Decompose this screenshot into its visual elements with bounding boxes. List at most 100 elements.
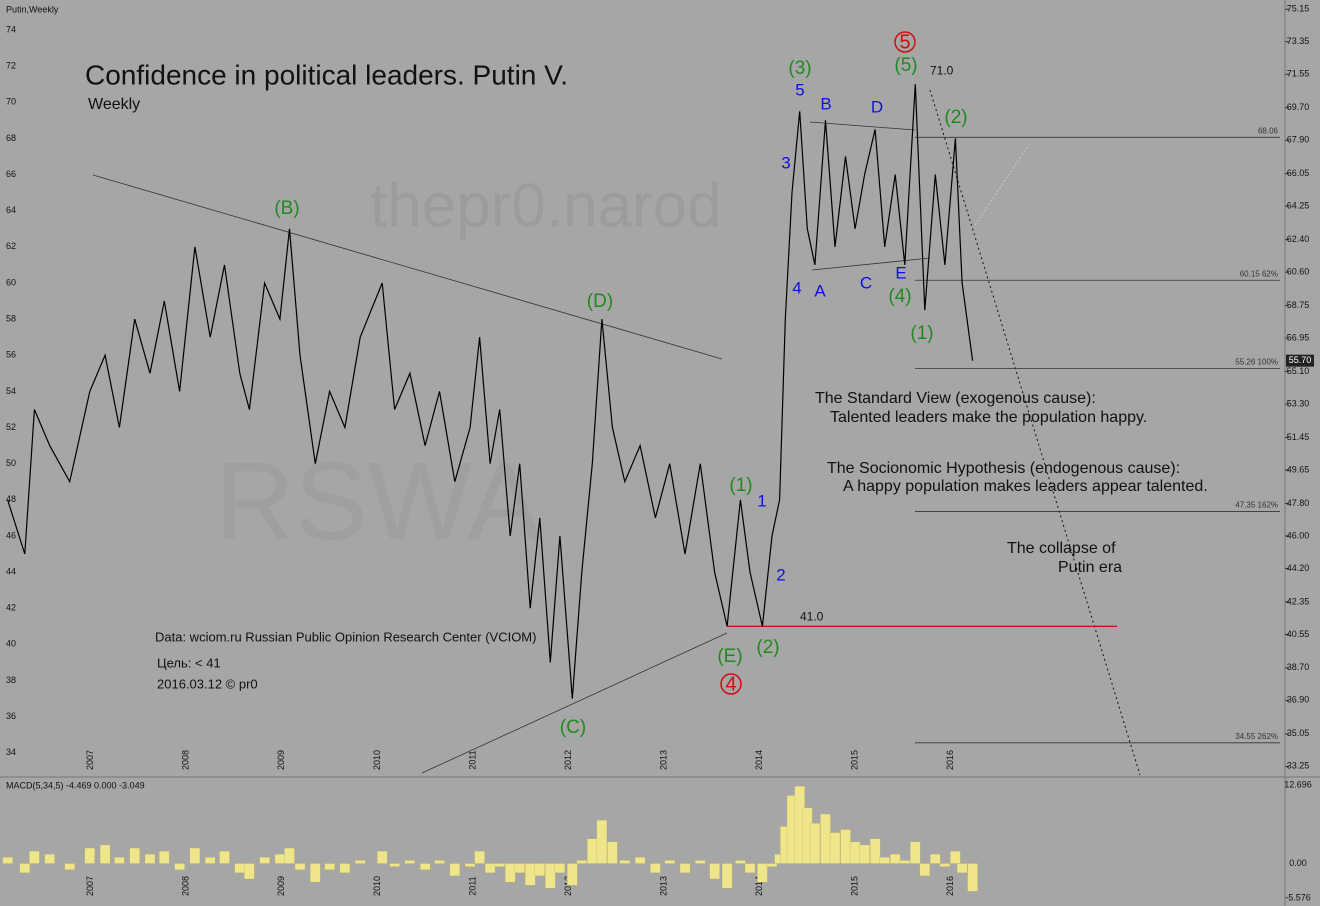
note: Talented leaders make the population hap… (830, 409, 1147, 426)
y-tick-label: 58 (6, 313, 16, 323)
macd-bar (919, 863, 930, 877)
macd-bar (820, 813, 831, 864)
macd-bar (634, 857, 646, 864)
macd-bar (950, 850, 961, 864)
macd-title: MACD(5,34,5) -4.469 0.000 -3.049 (6, 780, 145, 790)
fib-label: 55.26 100% (1235, 358, 1278, 367)
macd-bar (389, 863, 400, 867)
macd-bar (809, 823, 821, 864)
trendline (811, 257, 931, 271)
trendline (809, 121, 916, 131)
macd-bar (939, 863, 951, 867)
x-tick-label: 2009 (276, 876, 286, 896)
wave-label: (4) (888, 286, 911, 307)
x-tick-label: 2008 (181, 750, 191, 770)
wave-label: A (814, 281, 826, 300)
wave-label: 4 (725, 673, 736, 695)
y2-tick-label: 44.20 (1287, 563, 1310, 573)
x-tick-label: 2008 (181, 876, 191, 896)
x-tick-label: 2009 (276, 750, 286, 770)
y2-tick-label: 55.10 (1287, 366, 1310, 376)
macd-bar (525, 863, 536, 886)
macd-bar (744, 863, 756, 873)
macd-tick-label: 0.00 (1289, 858, 1307, 868)
macd-bar (159, 850, 170, 864)
wave-label: (D) (587, 291, 613, 312)
y-tick-label: 68 (6, 133, 16, 143)
macd-bar (219, 850, 230, 864)
y-tick-label: 34 (6, 747, 16, 757)
x-tick-label: 2012 (563, 876, 573, 896)
macd-bar (404, 860, 416, 864)
fib-label: 47.35 162% (1235, 501, 1278, 510)
macd-bar (324, 863, 335, 870)
wave-label: (C) (560, 717, 586, 738)
wave-label: 2 (776, 565, 785, 584)
projection-line (929, 89, 1141, 776)
macd-bar (650, 863, 661, 873)
footnote: Цель: < 41 (157, 655, 221, 670)
x-tick-label: 2012 (563, 750, 573, 770)
y2-tick-label: 49.65 (1287, 464, 1310, 474)
watermark: thepr0.narod (370, 171, 722, 240)
macd-bar (274, 854, 286, 864)
macd-bar (829, 832, 841, 864)
level-label: 41.0 (800, 609, 824, 623)
y-tick-label: 54 (6, 386, 16, 396)
x-tick-label: 2007 (85, 750, 95, 770)
y2-tick-label: 38.70 (1287, 662, 1310, 672)
y-tick-label: 74 (6, 24, 16, 34)
y2-tick-label: 71.55 (1287, 69, 1310, 79)
y2-tick-label: 53.30 (1287, 398, 1310, 408)
y-tick-label: 42 (6, 603, 16, 613)
x-tick-label: 2010 (372, 750, 382, 770)
wave-label: (3) (788, 58, 811, 79)
macd-bar (474, 850, 485, 864)
x-tick-label: 2007 (85, 876, 95, 896)
x-tick-label: 2015 (849, 750, 859, 770)
subtitle: Weekly (88, 96, 140, 113)
price-line (7, 84, 974, 699)
macd-bar (910, 841, 921, 864)
wave-label: 5 (899, 31, 910, 53)
macd-bar (189, 847, 201, 864)
macd-bar (757, 863, 768, 883)
macd-bar (284, 847, 295, 864)
macd-bar (596, 820, 608, 864)
footnote: 2016.03.12 © pr0 (157, 676, 258, 691)
x-tick-label: 2011 (467, 876, 477, 895)
y-tick-label: 46 (6, 530, 16, 540)
y-tick-label: 62 (6, 241, 16, 251)
y2-tick-label: 73.35 (1287, 36, 1310, 46)
wave-label: B (820, 94, 831, 113)
macd-bar (44, 854, 55, 864)
macd-bar (545, 863, 556, 889)
macd-bar (849, 841, 861, 864)
x-tick-label: 2011 (467, 750, 477, 769)
x-tick-label: 2014 (754, 750, 764, 770)
wave-label: (2) (756, 637, 779, 658)
wave-label: (E) (717, 646, 742, 667)
wave-label: (1) (729, 475, 752, 496)
macd-bar (244, 863, 255, 880)
macd-bar (377, 850, 388, 864)
wave-label: E (895, 263, 906, 282)
wave-label: (1) (910, 323, 933, 344)
macd-bar (869, 838, 881, 864)
y2-tick-label: 69.70 (1287, 102, 1310, 112)
macd-bar (709, 863, 720, 880)
footnote: Data: wciom.ru Russian Public Opinion Re… (155, 629, 536, 644)
level-label: 71.0 (930, 63, 954, 77)
y2-tick-label: 64.25 (1287, 201, 1310, 211)
macd-bar (64, 863, 75, 870)
wave-label: (5) (894, 55, 917, 76)
y2-tick-label: 46.00 (1287, 530, 1310, 540)
macd-bar (859, 844, 870, 864)
x-tick-label: 2015 (849, 876, 859, 896)
macd-bar (664, 860, 675, 864)
x-tick-label: 2013 (658, 750, 668, 770)
macd-bar (2, 857, 13, 864)
macd-bar (840, 829, 851, 864)
y2-tick-label: 66.05 (1287, 168, 1310, 178)
